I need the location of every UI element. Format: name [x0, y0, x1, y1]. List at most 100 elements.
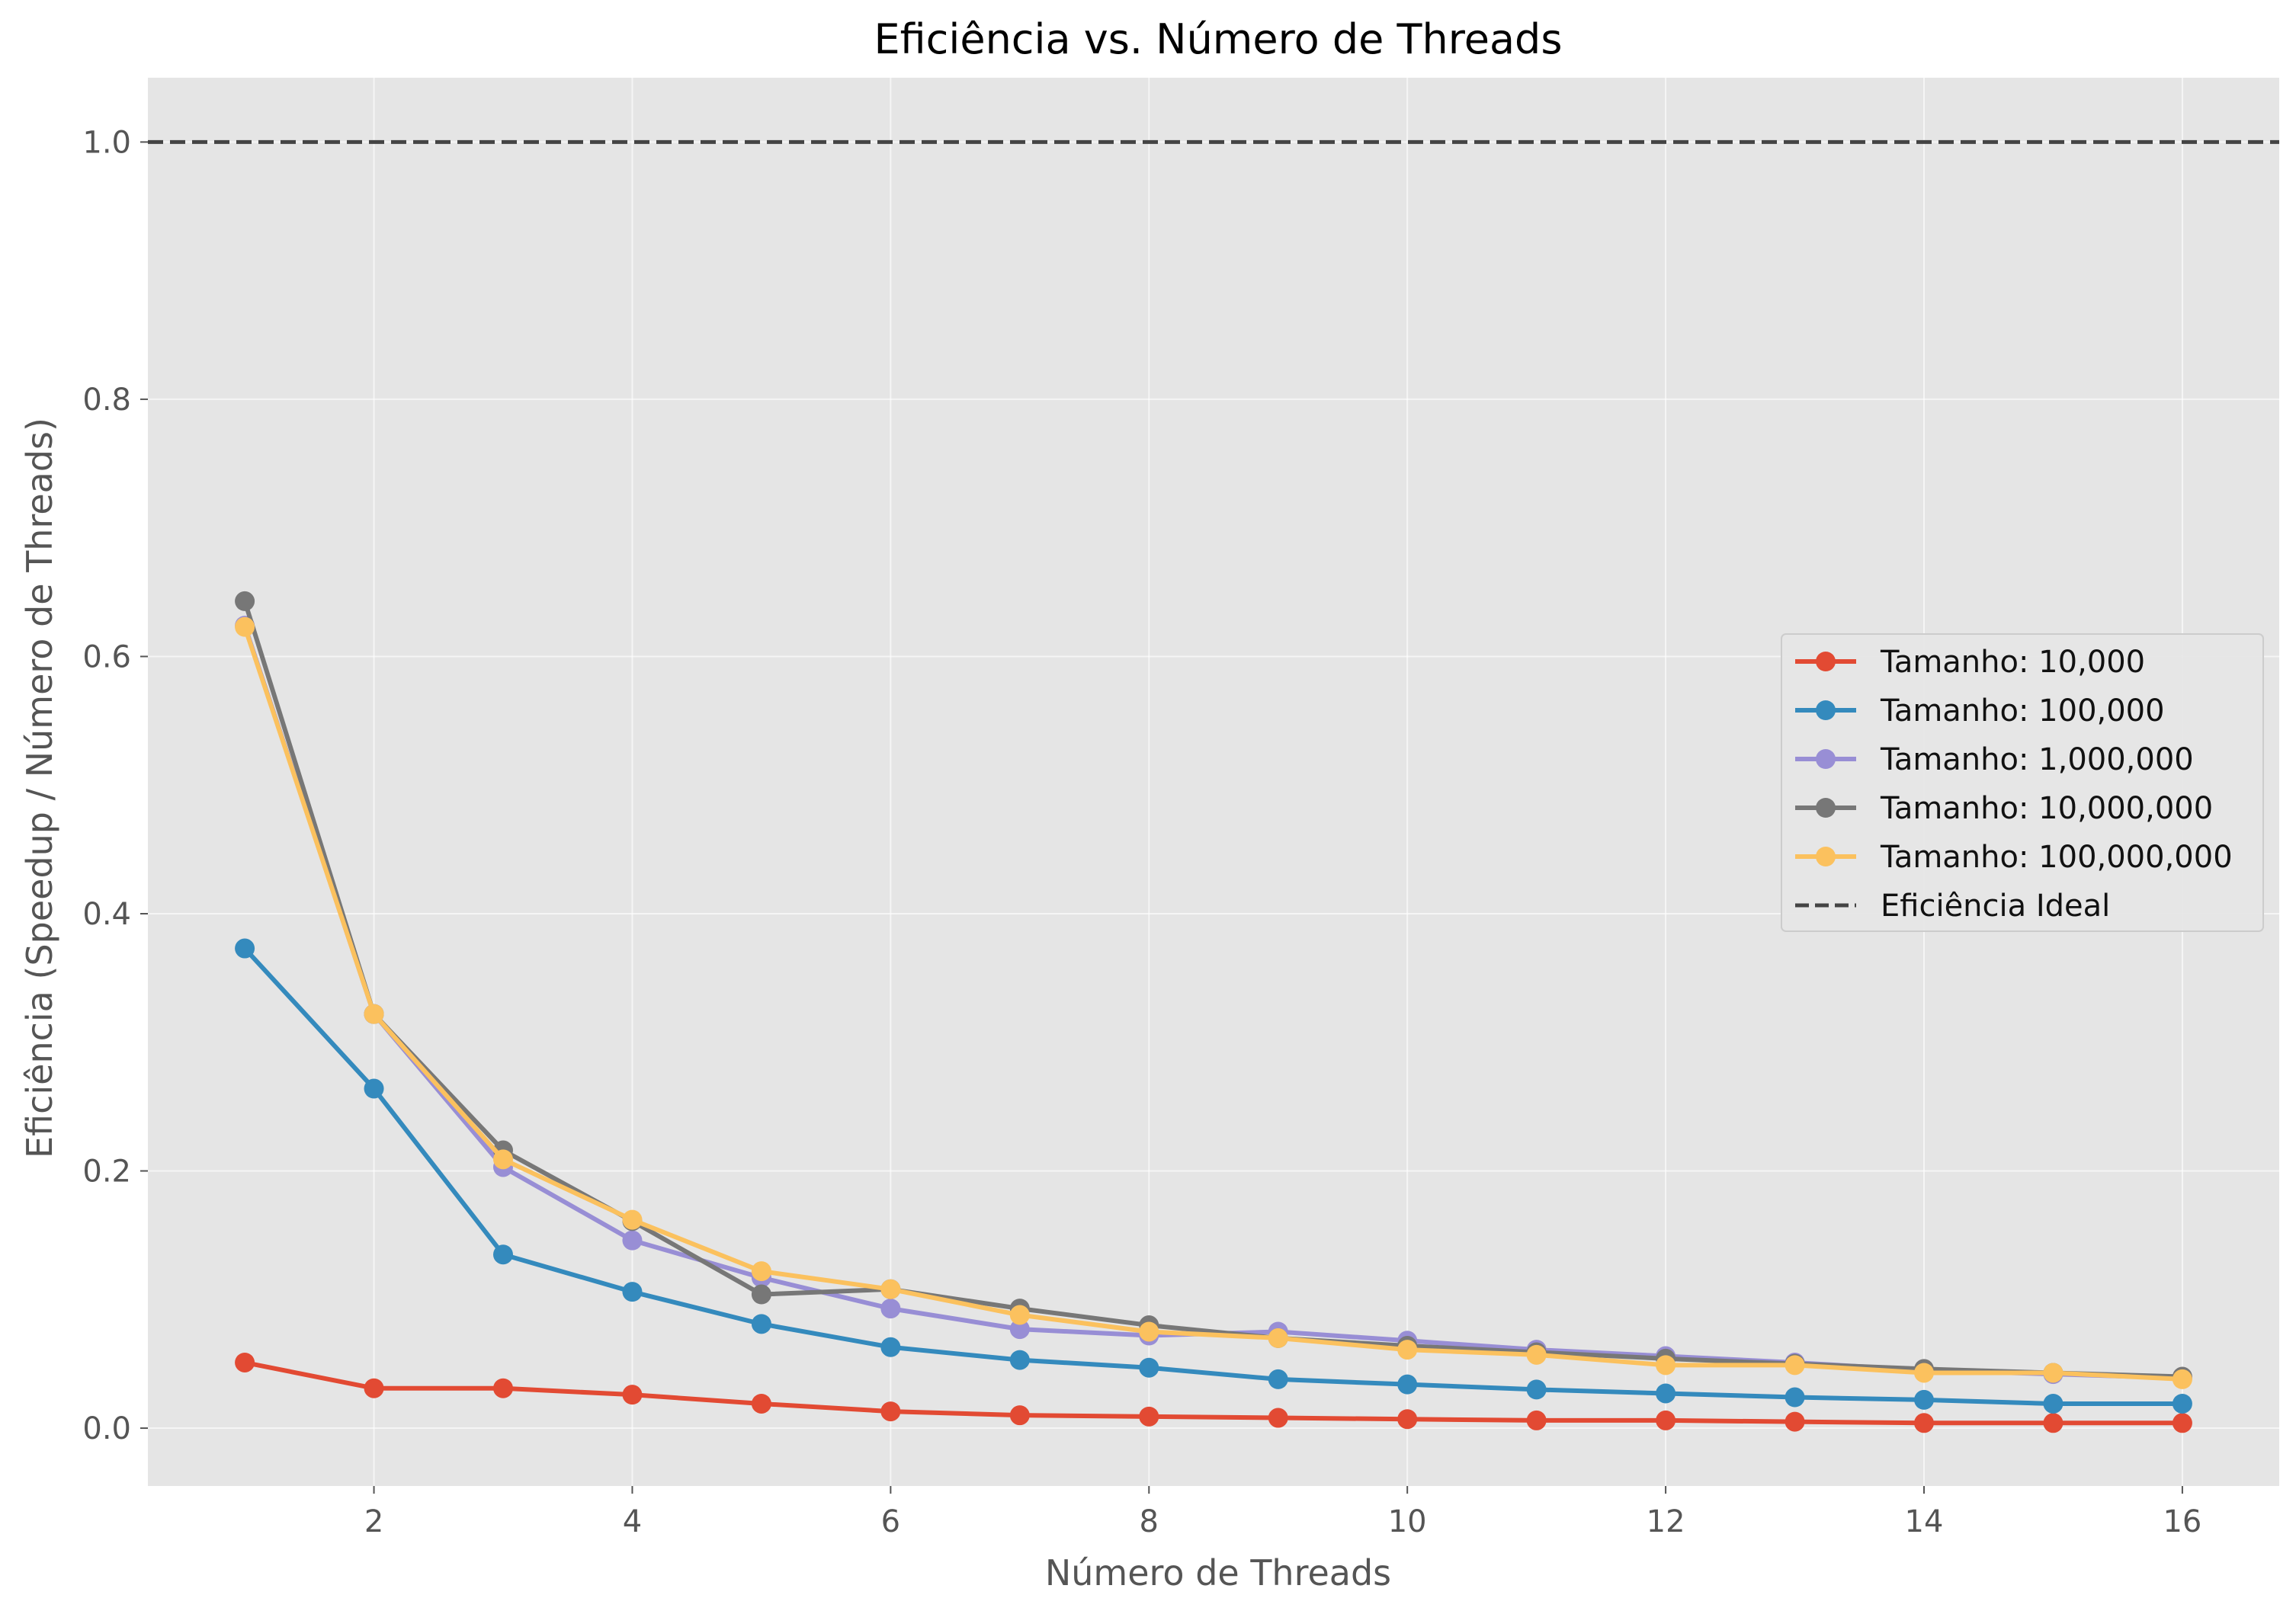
y-tick-label: 0.8 [82, 383, 131, 418]
data-point [1785, 1411, 1805, 1432]
y-axis-ticks: 0.0 0.2 0.4 0.6 0.8 1.0 [82, 125, 148, 1446]
data-point [1656, 1383, 1676, 1404]
x-tick-label: 10 [1388, 1504, 1427, 1539]
data-point [1268, 1369, 1288, 1389]
data-point [1139, 1321, 1159, 1342]
data-point [235, 617, 255, 637]
data-point [1397, 1409, 1418, 1430]
data-point [1139, 1357, 1159, 1378]
series-line [242, 624, 2185, 1382]
series-line [242, 598, 2185, 1379]
data-point [2172, 1369, 2192, 1389]
data-point [1526, 1410, 1547, 1430]
x-tick-label: 6 [881, 1504, 900, 1539]
legend-swatch-marker [1816, 749, 1836, 769]
legend-item: Tamanho: 10,000 [1795, 645, 2145, 680]
data-point [1785, 1355, 1805, 1376]
legend-box [1781, 633, 2264, 932]
data-point [235, 591, 255, 611]
data-point [1009, 1405, 1030, 1426]
legend-label: Eficiência Ideal [1881, 889, 2110, 924]
data-point [622, 1282, 643, 1302]
data-point [1526, 1344, 1547, 1365]
data-point [1139, 1406, 1159, 1427]
legend-label: Tamanho: 10,000,000 [1880, 791, 2213, 826]
data-point [493, 1378, 513, 1398]
data-point [622, 1385, 643, 1405]
data-point [880, 1401, 901, 1422]
x-axis-ticks: 2 4 6 8 10 12 14 16 [364, 1486, 2201, 1539]
y-tick-label: 0.4 [82, 897, 131, 932]
y-tick-label: 0.2 [82, 1155, 131, 1190]
data-point [2043, 1413, 2064, 1433]
y-tick-label: 0.0 [82, 1411, 131, 1446]
x-tick-label: 12 [1647, 1504, 1685, 1539]
legend-label: Tamanho: 10,000 [1880, 645, 2145, 680]
series-line [242, 946, 2185, 1406]
data-point [235, 1352, 255, 1372]
series-1 [235, 1352, 2192, 1433]
legend: Tamanho: 10,000 Tamanho: 100,000 Tamanho: … [1781, 633, 2264, 932]
data-point [622, 1230, 643, 1251]
legend-item: Tamanho: 10,000,000 [1795, 791, 2213, 826]
legend-item: Tamanho: 1,000,000 [1795, 742, 2194, 777]
data-point [751, 1284, 771, 1305]
series-2 [235, 938, 2192, 1414]
data-point [751, 1314, 771, 1334]
series-5 [235, 617, 2192, 1389]
data-point [880, 1299, 901, 1319]
legend-label: Tamanho: 100,000,000 [1880, 840, 2233, 875]
data-point [2172, 1393, 2192, 1414]
data-point [1009, 1319, 1030, 1340]
data-point [364, 1078, 384, 1099]
data-point [1914, 1389, 1934, 1410]
data-point [1914, 1413, 1934, 1433]
data-point [751, 1261, 771, 1282]
data-point [880, 1337, 901, 1357]
legend-swatch-marker [1816, 847, 1836, 866]
legend-label: Tamanho: 100,000 [1880, 693, 2165, 729]
data-point [1914, 1363, 1934, 1383]
y-tick-label: 1.0 [82, 125, 131, 160]
x-tick-label: 16 [2163, 1504, 2201, 1539]
y-axis-label: Eficiência (Speedup / Número de Threads) [19, 418, 60, 1158]
data-point [2172, 1413, 2192, 1433]
chart-title: Eficiência vs. Número de Threads [874, 15, 1563, 63]
legend-swatch-marker [1816, 700, 1836, 720]
data-point [1656, 1410, 1676, 1430]
data-point [235, 938, 255, 959]
data-point [1785, 1387, 1805, 1408]
legend-label: Tamanho: 1,000,000 [1880, 742, 2194, 777]
data-point [1009, 1350, 1030, 1370]
series-group [235, 591, 2192, 1433]
data-point [751, 1393, 771, 1414]
data-point [1397, 1340, 1418, 1360]
legend-item: Tamanho: 100,000 [1795, 693, 2165, 729]
data-point [622, 1209, 643, 1230]
data-point [364, 1378, 384, 1398]
legend-item: Eficiência Ideal [1795, 889, 2110, 924]
data-point [493, 1149, 513, 1170]
x-tick-label: 4 [623, 1504, 642, 1539]
data-point [880, 1279, 901, 1299]
data-point [1656, 1355, 1676, 1376]
data-point [493, 1244, 513, 1265]
data-point [1526, 1379, 1547, 1400]
data-point [2043, 1363, 2064, 1383]
y-tick-label: 0.6 [82, 639, 131, 674]
data-point [2043, 1393, 2064, 1414]
legend-swatch-marker [1816, 798, 1836, 818]
x-axis-label: Número de Threads [1045, 1552, 1391, 1593]
x-tick-label: 2 [364, 1504, 383, 1539]
data-point [364, 1004, 384, 1024]
data-point [1009, 1305, 1030, 1325]
legend-swatch-marker [1816, 652, 1836, 671]
legend-item: Tamanho: 100,000,000 [1795, 840, 2233, 875]
data-point [1268, 1328, 1288, 1348]
series-line [242, 1360, 2185, 1426]
x-tick-label: 8 [1140, 1504, 1159, 1539]
data-point [1397, 1374, 1418, 1395]
x-tick-label: 14 [1905, 1504, 1944, 1539]
data-point [1268, 1408, 1288, 1428]
